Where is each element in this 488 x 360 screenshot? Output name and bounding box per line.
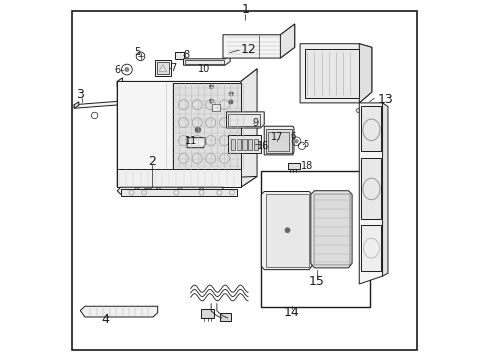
Polygon shape bbox=[80, 306, 158, 317]
Circle shape bbox=[228, 99, 233, 104]
Text: 15: 15 bbox=[308, 275, 324, 288]
Text: 10: 10 bbox=[198, 64, 210, 74]
Bar bbox=[242, 139, 246, 150]
Polygon shape bbox=[223, 24, 294, 58]
Circle shape bbox=[228, 91, 233, 96]
Polygon shape bbox=[220, 314, 230, 320]
Circle shape bbox=[208, 99, 214, 104]
Text: 9: 9 bbox=[252, 118, 258, 128]
Polygon shape bbox=[117, 81, 241, 187]
Polygon shape bbox=[187, 138, 204, 148]
Text: 11: 11 bbox=[185, 136, 197, 145]
Text: 14: 14 bbox=[284, 306, 299, 319]
Polygon shape bbox=[117, 169, 241, 187]
Polygon shape bbox=[117, 187, 223, 194]
Text: 13: 13 bbox=[376, 93, 392, 106]
Text: 16: 16 bbox=[257, 141, 269, 151]
Polygon shape bbox=[155, 60, 171, 76]
Polygon shape bbox=[74, 101, 121, 108]
Polygon shape bbox=[287, 163, 300, 169]
Polygon shape bbox=[359, 103, 384, 284]
Circle shape bbox=[208, 84, 214, 89]
Polygon shape bbox=[264, 126, 293, 155]
Polygon shape bbox=[280, 24, 294, 58]
Polygon shape bbox=[174, 51, 183, 59]
Polygon shape bbox=[185, 60, 223, 64]
Polygon shape bbox=[300, 44, 371, 103]
Bar bbox=[265, 194, 308, 267]
Bar bbox=[236, 139, 241, 150]
Text: 5: 5 bbox=[303, 140, 308, 149]
Polygon shape bbox=[172, 83, 241, 169]
Polygon shape bbox=[359, 44, 371, 103]
Text: 3: 3 bbox=[76, 88, 83, 101]
Polygon shape bbox=[360, 158, 381, 220]
Text: 5: 5 bbox=[134, 46, 140, 57]
Bar bbox=[247, 139, 252, 150]
Bar bbox=[253, 139, 258, 150]
Polygon shape bbox=[355, 108, 366, 113]
Bar bbox=[267, 132, 289, 150]
Circle shape bbox=[124, 67, 129, 72]
Polygon shape bbox=[261, 192, 311, 270]
Polygon shape bbox=[241, 69, 257, 187]
Polygon shape bbox=[117, 69, 257, 87]
Polygon shape bbox=[226, 112, 264, 128]
Polygon shape bbox=[121, 189, 237, 196]
Polygon shape bbox=[360, 107, 381, 151]
Polygon shape bbox=[201, 309, 214, 318]
Text: 4: 4 bbox=[101, 313, 109, 327]
Polygon shape bbox=[360, 225, 381, 271]
Bar bbox=[314, 194, 349, 265]
Circle shape bbox=[294, 139, 298, 143]
Circle shape bbox=[194, 127, 201, 133]
Polygon shape bbox=[74, 102, 79, 108]
Polygon shape bbox=[310, 191, 351, 268]
Circle shape bbox=[284, 227, 290, 233]
Polygon shape bbox=[228, 135, 260, 153]
Text: 7: 7 bbox=[170, 63, 176, 73]
Text: 1: 1 bbox=[241, 3, 249, 16]
Polygon shape bbox=[117, 176, 257, 187]
Text: 17: 17 bbox=[271, 132, 283, 142]
Bar bbox=[144, 188, 151, 194]
Text: 8: 8 bbox=[183, 50, 189, 60]
Bar bbox=[211, 104, 220, 111]
Polygon shape bbox=[304, 49, 358, 98]
Polygon shape bbox=[183, 56, 230, 65]
Polygon shape bbox=[117, 78, 122, 187]
Polygon shape bbox=[265, 129, 291, 153]
Bar bbox=[260, 171, 369, 307]
Bar bbox=[230, 139, 235, 150]
Text: 6: 6 bbox=[290, 132, 295, 141]
Text: 12: 12 bbox=[240, 42, 255, 55]
Text: 2: 2 bbox=[148, 155, 156, 168]
Polygon shape bbox=[156, 62, 169, 74]
Polygon shape bbox=[382, 103, 387, 276]
Polygon shape bbox=[228, 114, 259, 126]
Text: 6: 6 bbox=[114, 64, 121, 75]
Text: 18: 18 bbox=[301, 161, 313, 171]
